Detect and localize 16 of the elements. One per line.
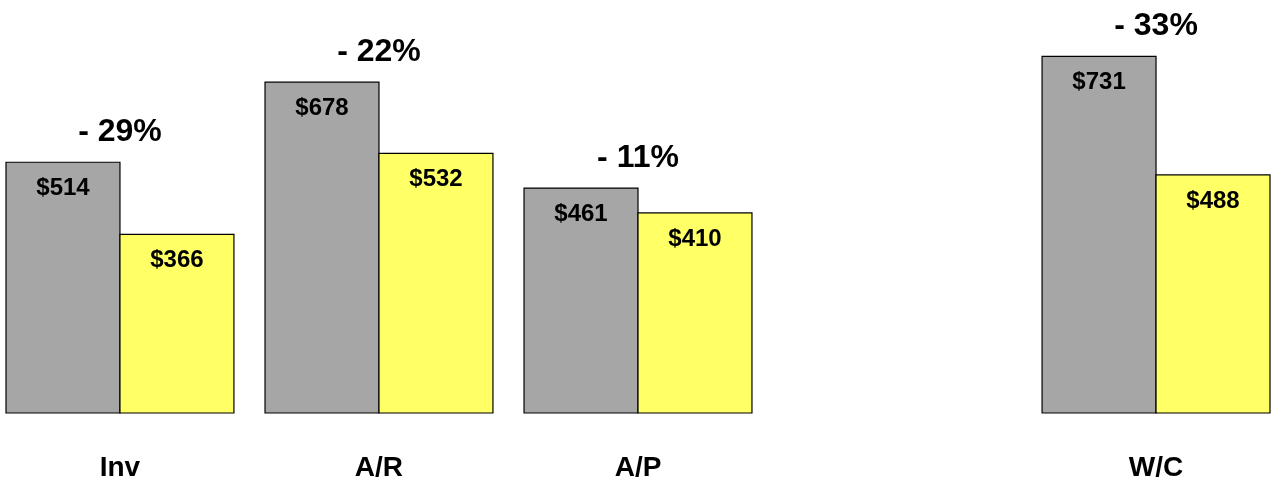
annotation: - 22% (337, 32, 421, 69)
data-label: $678 (295, 93, 349, 121)
data-label: $731 (1072, 67, 1126, 95)
data-label: $514 (36, 173, 91, 201)
data-label: $366 (150, 245, 204, 273)
x-tick-label: Inv (99, 450, 141, 482)
x-tick-label: A/P (614, 450, 662, 482)
annotation: - 29% (78, 112, 162, 149)
data-label: $488 (1186, 185, 1240, 213)
x-tick-label: A/R (354, 450, 404, 482)
data-label: $461 (554, 199, 608, 227)
data-label: $532 (409, 164, 463, 192)
text: - 33% (1114, 6, 1198, 43)
data-label: $410 (668, 223, 722, 251)
annotation: - 11% (597, 138, 679, 175)
x-tick-label: W/C (1128, 450, 1184, 482)
